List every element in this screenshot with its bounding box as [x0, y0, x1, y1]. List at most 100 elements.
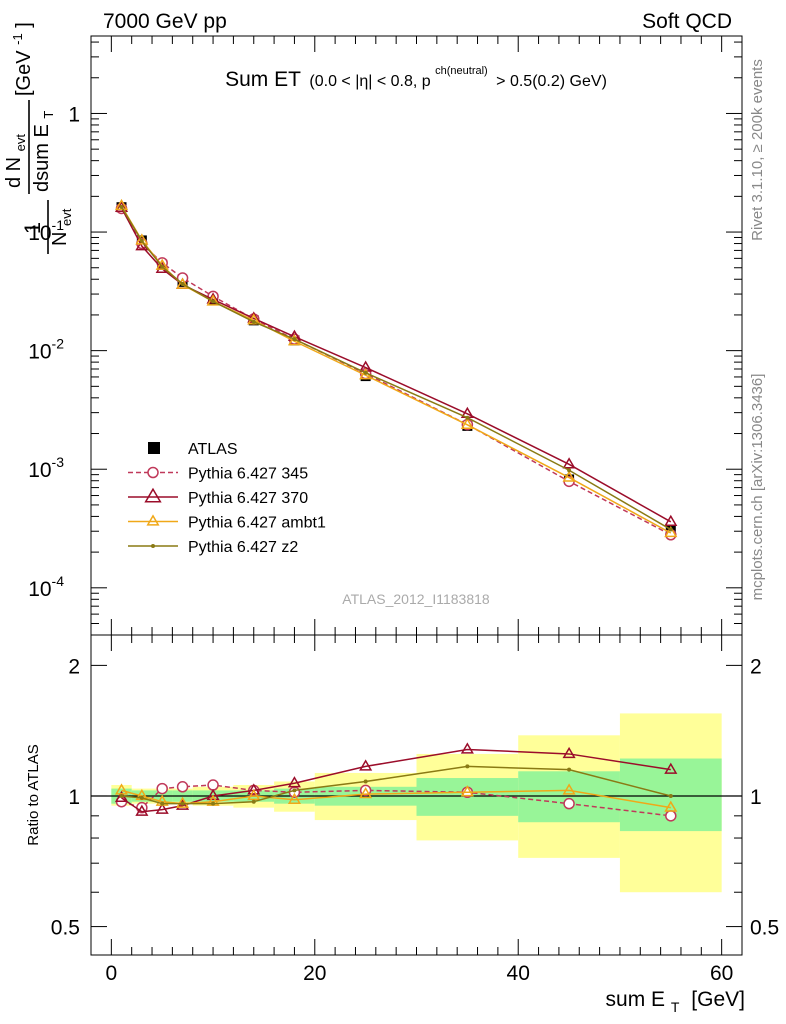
point-triangle — [562, 470, 576, 482]
x-tick-label: 20 — [303, 962, 326, 985]
title-tail: > 0.5(0.2) GeV) — [496, 73, 607, 90]
point-triangle — [175, 798, 190, 810]
side-label-rivet: Rivet 3.1.10, ≥ 200k events — [749, 59, 766, 241]
legend-label: Pythia 6.427 370 — [188, 490, 308, 507]
point-dot — [668, 527, 673, 532]
point-triangle — [287, 776, 301, 788]
legend-item: Pythia 6.427 345 — [128, 466, 308, 483]
point-triangle — [664, 525, 678, 538]
point-triangle — [359, 759, 373, 771]
point-circle — [176, 781, 189, 793]
point-triangle — [247, 788, 261, 801]
main-y-ticks — [91, 36, 742, 636]
y-label-dden-sub: T — [41, 111, 56, 119]
point-triangle — [135, 233, 149, 245]
point-triangle — [114, 200, 129, 213]
point-triangle — [664, 800, 678, 812]
legend-item: Pythia 6.427 ambt1 — [128, 514, 326, 532]
legend-label: Pythia 6.427 z2 — [188, 539, 298, 556]
title-detail: (0.0 < |η| < 0.8, p — [309, 73, 430, 90]
y-label-dn-sub: evt — [13, 134, 28, 152]
point-triangle — [460, 785, 474, 797]
y-label-den-n: N — [49, 232, 71, 246]
point-dot — [160, 264, 165, 269]
main-y-tick-label: 10-4 — [28, 573, 64, 601]
point-dot — [668, 793, 673, 798]
point-dot — [251, 319, 256, 324]
y-label-unit-sup: -1 — [10, 33, 25, 45]
main-y-axis-label: 1 N evt d N evt dsum E T [GeV -1 ] — [3, 22, 74, 254]
point-triangle — [664, 762, 678, 774]
point-triangle — [664, 514, 678, 527]
legend-item: ATLAS — [148, 441, 238, 458]
x-label-unit: [GeV] — [691, 988, 745, 1011]
legend-marker — [146, 514, 160, 526]
point-dot — [139, 239, 144, 244]
y-label-d-den: dsum E T — [31, 111, 56, 192]
point-circle — [665, 810, 677, 822]
y-label-frac-den: N evt — [49, 208, 74, 246]
point-dot — [119, 204, 124, 209]
legend-item: Pythia 6.427 370 — [128, 487, 308, 507]
point-circle — [156, 782, 168, 795]
point-triangle — [287, 792, 301, 804]
point-dot — [363, 370, 368, 375]
title-sup: ch(neutral) — [435, 65, 488, 77]
ratio-y-tick-label: 0.5 — [51, 917, 80, 940]
point-triangle — [155, 802, 169, 814]
legend-marker — [151, 544, 155, 548]
watermark: ATLAS_2012_I1183818 — [342, 591, 490, 607]
point-triangle — [460, 742, 474, 754]
y-label-unit: [GeV -1 ] — [5, 22, 35, 96]
legend-label: Pythia 6.427 345 — [188, 466, 308, 483]
point-dot — [567, 468, 572, 473]
point-triangle — [114, 198, 129, 211]
main-y-tick-label: 10-3 — [28, 454, 64, 482]
series-line — [121, 784, 671, 817]
legend-marker — [144, 487, 162, 503]
ratio-y-label: Ratio to ATLAS — [25, 744, 42, 845]
ratio-tick-labels: 0.5 0.51 12 20 20 40 60 — [51, 655, 779, 985]
legend: ATLAS Pythia 6.427 345 Pythia 6.427 370 Pyt… — [128, 441, 326, 556]
point-dot — [465, 764, 470, 769]
point-dot — [363, 779, 368, 784]
y-label-frac-num: 1 — [20, 222, 45, 234]
point-dot — [160, 801, 165, 806]
point-dot — [119, 793, 124, 798]
point-dot — [180, 281, 185, 286]
series-line — [120, 205, 672, 534]
ratio-y-tick-label-right: 1 — [750, 786, 762, 809]
main-y-tick-label: 10-1 — [28, 217, 64, 245]
point-dot — [211, 299, 216, 304]
ratio-ticks — [91, 635, 742, 955]
point-triangle — [460, 417, 474, 429]
x-tick-label: 40 — [507, 962, 530, 985]
point-triangle — [175, 796, 190, 808]
point-triangle — [562, 783, 576, 795]
point-dot — [292, 337, 297, 342]
ratio-y-tick-label-right: 2 — [750, 655, 762, 678]
point-dot — [465, 415, 470, 420]
point-triangle — [206, 788, 220, 801]
y-label-dden: dsum E — [31, 124, 53, 192]
point-dot — [292, 788, 297, 793]
y-label-unit-text: [GeV — [13, 50, 35, 96]
point-dot — [180, 801, 185, 806]
y-label-unit-close: ] — [13, 22, 35, 28]
legend-label: ATLAS — [188, 441, 238, 458]
y-label-dn: d N — [3, 157, 25, 188]
point-triangle — [562, 457, 576, 469]
title-main: Sum ET — [225, 68, 301, 91]
ratio-series-layer — [114, 742, 678, 822]
point-triangle — [175, 277, 190, 289]
point-dot — [139, 795, 144, 800]
series-line — [120, 208, 672, 536]
point-dot — [251, 799, 256, 804]
point-triangle — [562, 746, 576, 759]
point-circle — [207, 779, 219, 791]
legend-label: Pythia 6.427 ambt1 — [188, 515, 326, 532]
main-panel: 10-410-310-210-11 Sum ET (0.0 < |η| < 0.… — [3, 22, 743, 636]
series-line — [121, 789, 671, 809]
ratio-y-tick-label: 2 — [68, 655, 80, 678]
